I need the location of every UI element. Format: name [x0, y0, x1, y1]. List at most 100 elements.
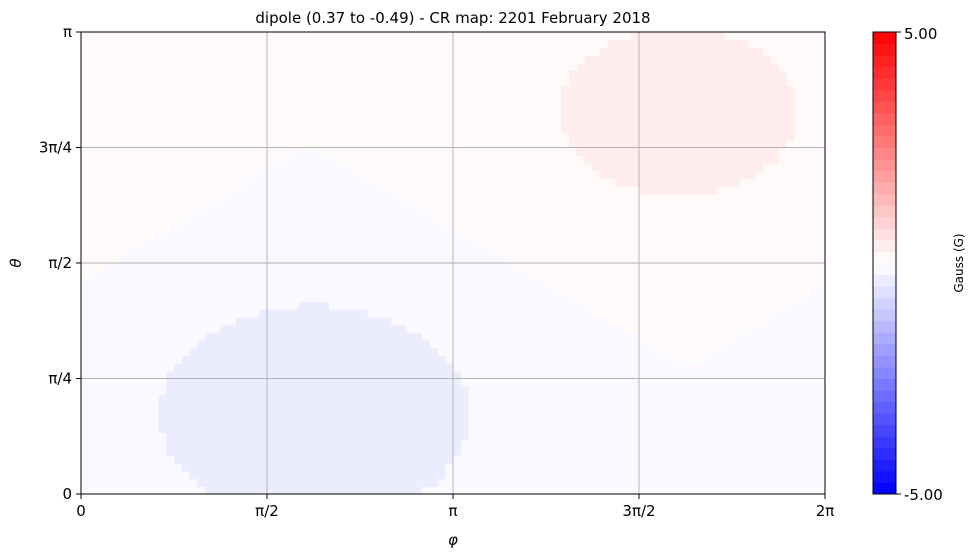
heatmap-cell	[569, 478, 578, 487]
heatmap-cell	[592, 486, 601, 494]
heatmap-cell	[383, 409, 392, 418]
heatmap-cell	[507, 124, 516, 133]
heatmap-cell	[553, 224, 563, 233]
heatmap-cell	[367, 209, 377, 218]
heatmap-cell	[251, 378, 260, 387]
heatmap-cell	[491, 417, 501, 426]
heatmap-cell	[104, 116, 113, 125]
heatmap-cell	[135, 417, 144, 426]
heatmap-cell	[592, 224, 601, 233]
heatmap-cell	[267, 186, 276, 195]
heatmap-cell	[143, 455, 152, 464]
heatmap-cell	[701, 239, 710, 249]
heatmap-cell	[615, 447, 625, 457]
heatmap-cell	[290, 386, 299, 395]
heatmap-cell	[336, 316, 346, 326]
heatmap-cell	[267, 432, 276, 441]
heatmap-cell	[522, 255, 532, 264]
heatmap-cell	[646, 247, 656, 256]
heatmap-cell	[422, 101, 431, 110]
heatmap-cell	[135, 293, 144, 303]
heatmap-cell	[553, 109, 563, 118]
heatmap-cell	[685, 47, 694, 56]
heatmap-cell	[290, 62, 299, 72]
heatmap-cell	[375, 463, 384, 472]
heatmap-cell	[693, 93, 702, 102]
heatmap-cell	[677, 239, 687, 249]
heatmap-cell	[406, 409, 415, 418]
heatmap-cell	[631, 486, 640, 494]
heatmap-cell	[383, 216, 392, 226]
heatmap-cell	[135, 193, 144, 202]
heatmap-cell	[584, 85, 594, 95]
heatmap-cell	[112, 401, 121, 410]
heatmap-cell	[104, 178, 113, 187]
heatmap-cell	[491, 347, 501, 356]
heatmap-cell	[670, 186, 679, 195]
heatmap-cell	[267, 70, 276, 79]
heatmap-cell	[623, 486, 632, 494]
heatmap-cell	[391, 324, 400, 333]
heatmap-cell	[88, 170, 98, 179]
heatmap-cell	[143, 178, 152, 187]
heatmap-cell	[499, 193, 508, 202]
heatmap-cell	[228, 132, 237, 141]
heatmap-cell	[685, 401, 694, 410]
heatmap-cell	[205, 263, 214, 272]
heatmap-cell	[344, 370, 353, 380]
heatmap-cell	[491, 70, 501, 79]
heatmap-cell	[360, 216, 369, 226]
heatmap-cell	[205, 116, 214, 125]
heatmap-cell	[236, 470, 245, 480]
heatmap-cell	[81, 70, 90, 79]
heatmap-cell	[360, 193, 369, 202]
heatmap-cell	[189, 39, 198, 48]
heatmap-cell	[367, 170, 377, 179]
heatmap-cell	[143, 224, 152, 233]
heatmap-cell	[530, 370, 539, 380]
heatmap-cell	[484, 201, 493, 210]
heatmap-cell	[592, 263, 601, 272]
heatmap-cell	[623, 232, 632, 241]
heatmap-cell	[360, 232, 369, 241]
heatmap-cell	[476, 178, 485, 187]
heatmap-cell	[313, 109, 322, 118]
heatmap-cell	[259, 193, 268, 202]
heatmap-cell	[414, 301, 423, 310]
heatmap-cell	[422, 478, 431, 487]
heatmap-cell	[267, 162, 276, 172]
heatmap-cell	[329, 447, 338, 457]
heatmap-cell	[398, 263, 408, 272]
heatmap-cell	[484, 193, 493, 202]
heatmap-cell	[522, 301, 532, 310]
heatmap-cell	[646, 270, 656, 279]
heatmap-cell	[360, 316, 369, 326]
heatmap-cell	[437, 216, 446, 226]
heatmap-cell	[646, 78, 656, 87]
heatmap-cell	[460, 62, 470, 72]
heatmap-cell	[205, 147, 214, 156]
heatmap-cell	[577, 85, 586, 95]
heatmap-cell	[491, 378, 501, 387]
heatmap-cell	[181, 409, 191, 418]
heatmap-cell	[290, 424, 299, 433]
heatmap-cell	[391, 393, 400, 403]
heatmap-cell	[546, 85, 555, 95]
heatmap-cell	[577, 162, 586, 172]
heatmap-cell	[398, 463, 408, 472]
heatmap-cell	[406, 147, 415, 156]
heatmap-cell	[119, 170, 129, 179]
heatmap-cell	[104, 332, 113, 341]
heatmap-cell	[491, 232, 501, 241]
heatmap-cell	[158, 332, 167, 341]
heatmap-cell	[398, 32, 408, 41]
heatmap-cell	[468, 286, 477, 295]
heatmap-cell	[158, 270, 167, 279]
heatmap-cell	[429, 286, 439, 295]
heatmap-cell	[197, 70, 206, 79]
heatmap-cell	[476, 216, 485, 226]
heatmap-cell	[119, 78, 129, 87]
heatmap-cell	[212, 193, 222, 202]
heatmap-cell	[174, 417, 183, 426]
heatmap-cell	[608, 78, 617, 87]
